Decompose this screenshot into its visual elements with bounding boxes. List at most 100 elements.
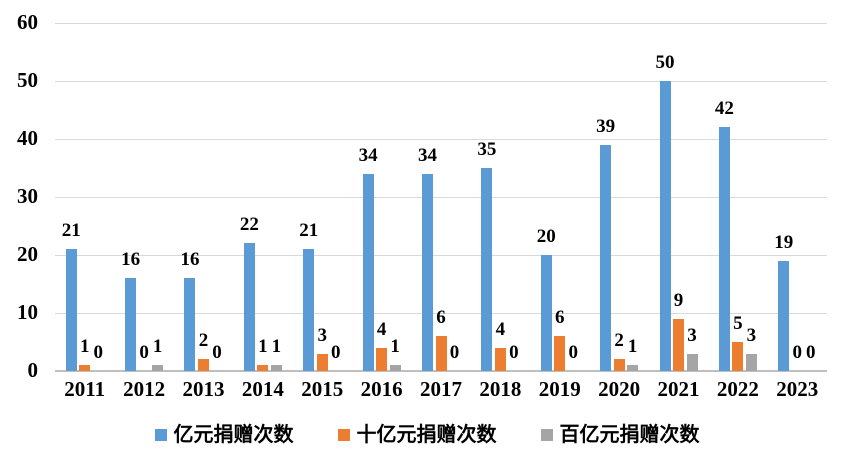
data-label: 1	[152, 336, 163, 358]
data-label: 39	[596, 115, 616, 137]
legend-item: 十亿元捐赠次数	[337, 423, 497, 447]
bar-百亿元捐赠次数-2016	[389, 365, 401, 371]
data-label: 0	[568, 342, 579, 363]
x-axis-category-label: 2023	[776, 377, 819, 401]
bar-十亿元捐赠次数-2011	[79, 365, 91, 371]
bar-十亿元捐赠次数-2021	[673, 318, 685, 371]
bar-十亿元捐赠次数-2019	[554, 336, 566, 371]
data-label: 21	[299, 220, 319, 242]
data-label: 0	[139, 342, 149, 363]
bar-亿元捐赠次数-2017	[422, 173, 433, 371]
bar-十亿元捐赠次数-2020	[613, 359, 625, 371]
bar-百亿元捐赠次数-2021	[686, 353, 698, 371]
data-label: 3	[687, 324, 697, 346]
x-axis-category-label: 2019	[538, 377, 581, 401]
bar-百亿元捐赠次数-2022	[745, 353, 757, 371]
bar-亿元捐赠次数-2018	[481, 168, 493, 371]
x-axis-category-label: 2015	[301, 377, 344, 401]
legend-item: 百亿元捐赠次数	[540, 423, 700, 447]
y-axis-tick-label: 30	[17, 184, 38, 208]
data-label: 9	[673, 289, 684, 311]
y-axis-tick-label: 50	[17, 68, 38, 92]
data-label: 6	[436, 307, 446, 329]
bar-亿元捐赠次数-2021	[659, 81, 671, 371]
bar-亿元捐赠次数-2015	[303, 249, 315, 371]
data-label: 34	[418, 144, 437, 166]
data-label: 0	[330, 342, 341, 363]
x-axis-category-label: 2022	[716, 377, 759, 401]
bar-百亿元捐赠次数-2020	[627, 365, 639, 371]
bar-十亿元捐赠次数-2022	[732, 342, 744, 371]
bar-亿元捐赠次数-2023	[778, 260, 790, 371]
bar-亿元捐赠次数-2020	[600, 144, 612, 371]
data-label: 4	[495, 318, 506, 340]
x-axis-category-label: 2021	[657, 377, 700, 401]
data-label: 1	[627, 336, 638, 358]
bar-亿元捐赠次数-2012	[125, 278, 137, 371]
data-label: 21	[61, 220, 81, 242]
gridline	[55, 313, 827, 314]
legend-label: 百亿元捐赠次数	[559, 424, 700, 446]
y-axis-tick-label: 40	[17, 126, 38, 150]
x-axis-category-label: 2020	[598, 377, 641, 401]
data-label: 6	[555, 307, 565, 329]
x-axis-category-label: 2012	[123, 377, 166, 401]
data-label: 0	[449, 342, 460, 363]
data-label: 3	[317, 324, 327, 346]
data-label: 20	[536, 226, 556, 247]
data-label: 3	[746, 324, 757, 346]
legend-swatch-icon	[337, 429, 350, 441]
data-label: 0	[93, 342, 103, 363]
x-axis-category-label: 2014	[241, 377, 284, 401]
bar-十亿元捐赠次数-2017	[435, 336, 447, 371]
gridline	[55, 139, 827, 140]
bar-十亿元捐赠次数-2016	[376, 347, 388, 371]
gridline	[55, 255, 827, 256]
data-label: 35	[477, 139, 497, 160]
gridline	[55, 197, 827, 198]
bar-亿元捐赠次数-2016	[362, 173, 374, 371]
chart-legend: 亿元捐赠次数 十亿元捐赠次数 百亿元捐赠次数	[0, 423, 854, 447]
y-axis-tick-label: 0	[27, 358, 39, 382]
bar-十亿元捐赠次数-2015	[316, 353, 328, 371]
x-axis-category-label: 2011	[64, 377, 106, 401]
data-label: 50	[655, 52, 675, 73]
data-label: 0	[792, 342, 803, 363]
bar-亿元捐赠次数-2019	[540, 255, 552, 371]
bar-亿元捐赠次数-2022	[718, 127, 730, 371]
data-label: 34	[358, 144, 378, 166]
legend-item: 亿元捐赠次数	[154, 423, 294, 447]
bar-亿元捐赠次数-2013	[184, 278, 196, 371]
data-label: 2	[614, 330, 624, 352]
data-label: 1	[258, 336, 268, 358]
data-label: 5	[733, 313, 743, 334]
data-label: 4	[376, 318, 387, 340]
data-label: 42	[714, 98, 734, 120]
x-axis-category-label: 2013	[182, 377, 225, 401]
legend-label: 十亿元捐赠次数	[356, 424, 497, 446]
gridline	[55, 81, 827, 82]
y-axis-tick-label: 20	[17, 242, 38, 266]
data-label: 0	[509, 342, 519, 363]
y-axis-tick-label: 10	[17, 300, 38, 324]
bar-百亿元捐赠次数-2012	[152, 365, 164, 371]
bar-十亿元捐赠次数-2013	[197, 359, 209, 371]
gridline	[55, 23, 827, 24]
data-label: 1	[79, 336, 90, 358]
data-label: 16	[121, 249, 141, 271]
data-label: 22	[239, 214, 259, 236]
bar-亿元捐赠次数-2014	[243, 243, 255, 371]
bar-百亿元捐赠次数-2014	[270, 365, 282, 371]
legend-swatch-icon	[540, 429, 553, 441]
legend-label: 亿元捐赠次数	[173, 424, 294, 446]
x-axis-category-label: 2017	[420, 377, 462, 401]
data-label: 0	[212, 342, 222, 363]
data-label: 16	[180, 249, 200, 271]
data-label: 0	[806, 342, 816, 363]
x-axis-category-label: 2018	[479, 377, 522, 401]
bar-十亿元捐赠次数-2018	[494, 347, 506, 371]
y-axis-tick-label: 60	[17, 10, 38, 34]
x-axis-category-label: 2016	[360, 377, 403, 401]
data-label: 1	[271, 336, 282, 358]
